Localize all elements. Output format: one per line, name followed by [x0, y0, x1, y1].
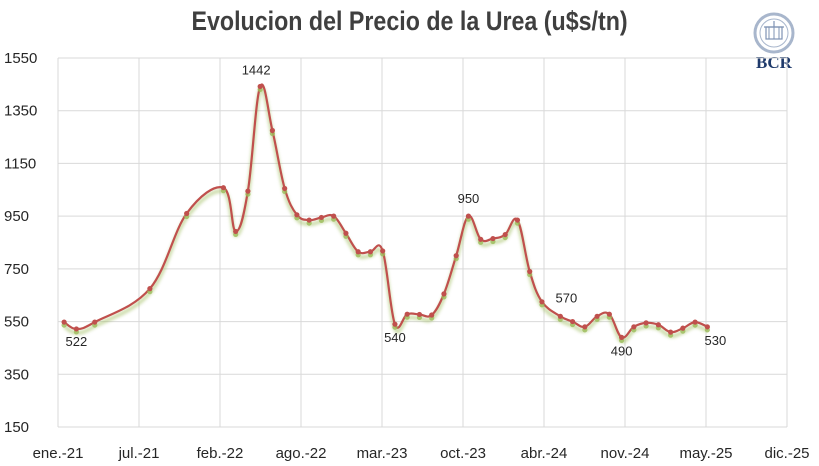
data-point	[343, 230, 349, 236]
data-point	[527, 268, 533, 275]
x-tick-label: ago.-22	[276, 445, 327, 462]
data-point	[92, 319, 98, 325]
data-labels: 522 1442 540 950 570 490 530	[66, 62, 727, 358]
data-point	[618, 334, 625, 340]
data-point	[392, 321, 398, 327]
data-point	[404, 311, 410, 317]
y-tick-label: 1150	[4, 155, 36, 172]
data-point	[306, 217, 312, 223]
data-point	[465, 213, 472, 219]
data-point	[355, 249, 361, 255]
x-tick-label: may.-25	[679, 445, 732, 462]
data-point	[147, 286, 153, 292]
data-label: 522	[66, 334, 88, 349]
data-point	[416, 311, 423, 318]
data-point	[61, 319, 67, 325]
data-label: 490	[611, 343, 633, 358]
data-point	[594, 313, 600, 319]
data-point	[569, 318, 576, 325]
bcr-logo: BCR	[750, 12, 798, 74]
x-tick-label: dic.-25	[764, 445, 809, 462]
data-point	[557, 313, 563, 319]
series-price	[61, 83, 710, 344]
y-tick-label: 750	[4, 261, 29, 278]
data-point	[220, 185, 227, 191]
data-point	[282, 185, 288, 192]
data-label: 950	[458, 191, 480, 206]
data-point	[668, 329, 674, 335]
data-point	[692, 319, 698, 325]
data-point	[514, 217, 521, 223]
data-point	[257, 83, 263, 90]
data-point	[294, 212, 300, 218]
series-line	[63, 83, 708, 339]
data-label: 540	[384, 330, 406, 345]
data-point	[490, 235, 496, 242]
x-tick-label: oct.-23	[440, 445, 486, 462]
data-point	[73, 326, 79, 332]
y-tick-label: 1550	[4, 50, 37, 67]
data-point	[704, 324, 710, 330]
data-point	[631, 324, 637, 330]
y-tick-label: 1350	[4, 103, 37, 120]
y-tick-label: 950	[4, 208, 29, 225]
data-point	[606, 311, 612, 317]
chart-title: Evolucion del Precio de la Urea (u$s/tn)	[191, 6, 628, 36]
data-point	[539, 299, 545, 305]
data-label: 1442	[242, 62, 271, 77]
y-tick-label: 550	[4, 314, 29, 331]
data-point	[184, 210, 190, 217]
data-point	[441, 291, 447, 297]
data-point	[318, 214, 325, 221]
data-point	[380, 248, 386, 254]
data-point	[655, 322, 661, 328]
grid-lines	[57, 57, 788, 428]
y-tick-label: 350	[4, 366, 29, 383]
data-label: 530	[705, 333, 727, 348]
data-label: 570	[555, 290, 577, 305]
series-shadow	[63, 86, 709, 344]
data-point	[429, 312, 435, 318]
bcr-seal-icon	[753, 12, 795, 54]
data-point	[643, 320, 649, 326]
data-point	[367, 249, 374, 255]
data-point	[582, 324, 588, 330]
data-point	[502, 231, 508, 238]
x-tick-label: jul.-21	[118, 445, 160, 462]
data-point	[478, 236, 484, 242]
data-point	[453, 253, 459, 259]
x-tick-label: abr.-24	[521, 445, 568, 462]
x-tick-label: feb.-22	[197, 445, 244, 462]
x-tick-label: nov.-24	[601, 445, 650, 462]
x-tick-label: ene.-21	[33, 445, 84, 462]
data-point	[233, 228, 239, 235]
y-tick-label: 150	[4, 419, 29, 436]
data-point	[269, 127, 276, 134]
y-axis-labels: 1550 1350 1150 950 750 550 350 150	[4, 50, 37, 436]
data-point	[245, 188, 251, 194]
x-axis-labels: ene.-21 jul.-21 feb.-22 ago.-22 mar.-23 oct.-…	[33, 445, 810, 462]
data-point	[331, 213, 337, 219]
x-tick-label: mar.-23	[357, 445, 408, 462]
data-point	[680, 325, 686, 331]
